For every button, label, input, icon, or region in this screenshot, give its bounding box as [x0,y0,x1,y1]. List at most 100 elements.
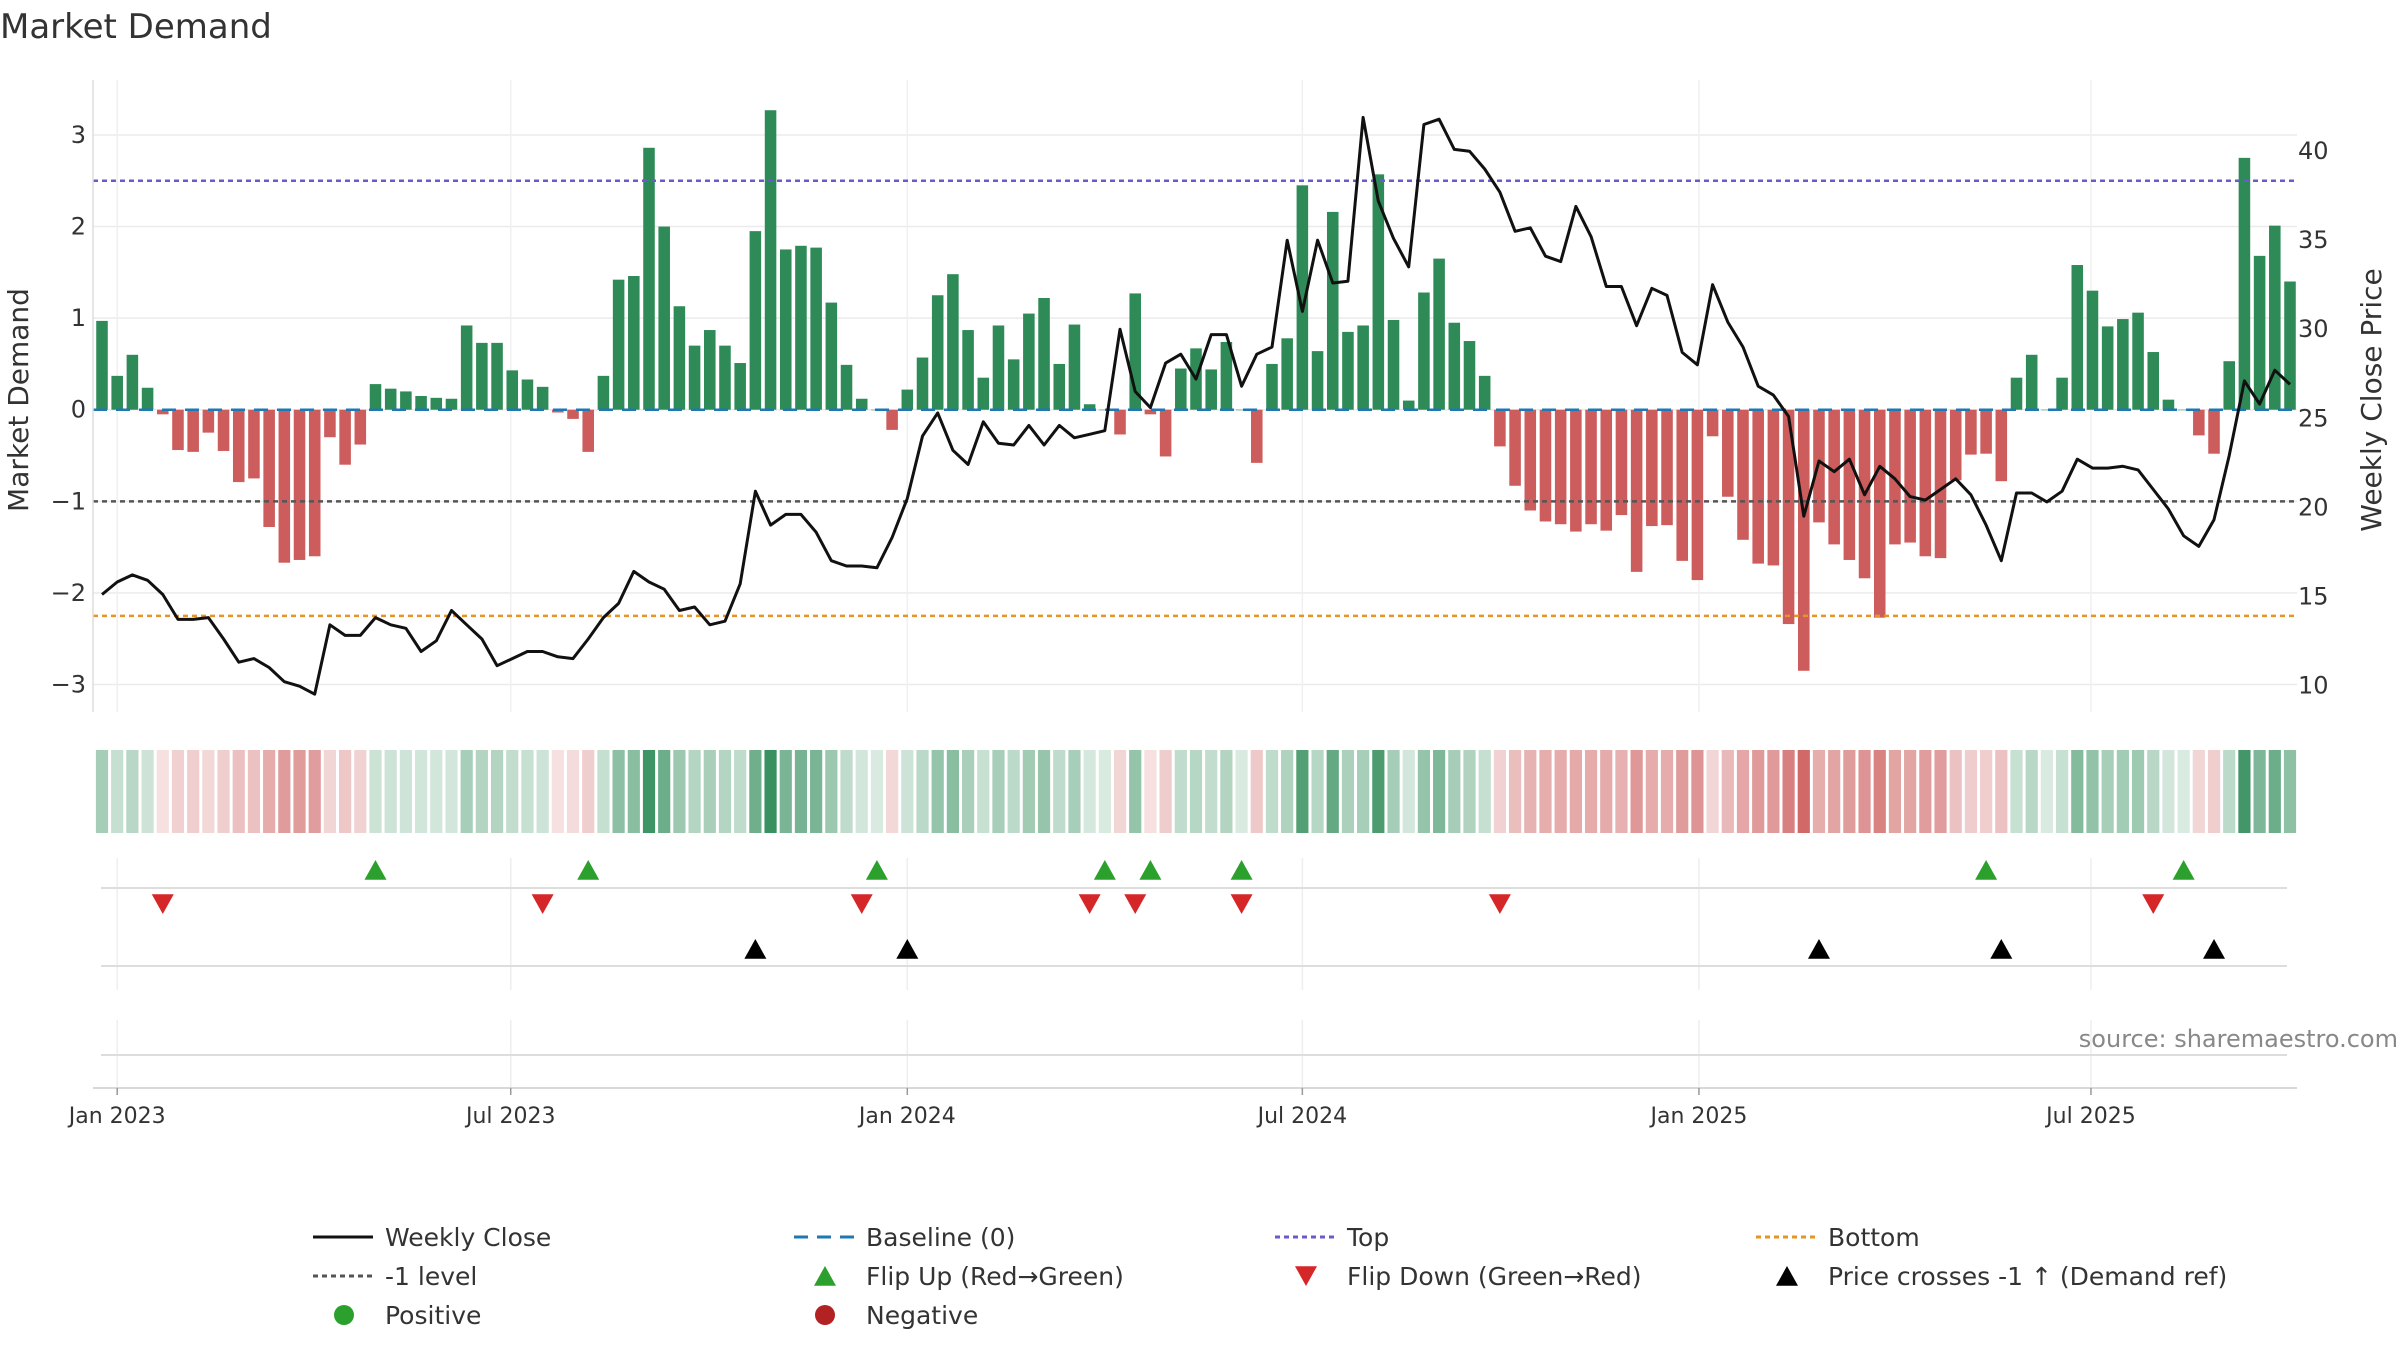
demand-bar [2193,409,2205,436]
heat-cell [840,750,853,833]
flip-up-marker [1230,860,1253,880]
demand-bar [2132,312,2144,410]
heat-cell [1037,750,1051,833]
x-tick-label: Jan 2025 [1648,1104,1747,1129]
heat-cell [1615,750,1628,833]
heat-cell [369,750,382,833]
heat-cell [1250,750,1263,833]
heat-cell [1053,750,1066,833]
demand-bar [1661,409,1673,526]
demand-bar [1904,409,1916,543]
demand-bar [263,409,275,527]
legend-swatch-negative [815,1305,835,1325]
demand-bar [415,396,427,410]
demand-bar [1509,409,1521,486]
heat-cell [202,750,215,833]
heat-cell [992,750,1005,833]
demand-bar [324,409,336,438]
heat-cell [749,750,762,833]
heat-cell [1098,750,1111,833]
heat-cell [187,750,200,833]
heat-cell [825,750,838,833]
demand-bar [795,245,807,410]
price-line [101,115,2292,696]
demand-bar [141,387,154,410]
heat-cell [536,750,549,833]
heat-cell [1584,750,1598,833]
heat-cell [1281,750,1294,833]
demand-bar [2041,409,2053,411]
demand-bar [840,364,853,410]
flip-down-marker [850,894,873,914]
demand-bar [2056,377,2068,410]
demand-bar [1433,258,1445,410]
y-tick-left: −1 [51,487,86,515]
heat-cell [1326,750,1339,833]
demand-bar [1478,375,1491,410]
heat-cell [1828,750,1841,833]
legend: Weekly Close Baseline (0) Top Bottom -1 leve… [313,1223,2227,1330]
legend-label: Baseline (0) [866,1223,1015,1252]
heat-cell [1645,750,1658,833]
demand-bar [992,325,1005,410]
demand-bar [202,409,215,433]
x-tick-label: Jul 2023 [464,1104,556,1129]
y-axis-left-label: Market Demand [2,288,35,512]
heat-cell [263,750,276,833]
y-tick-right: 40 [2298,137,2329,165]
demand-bar [597,375,610,410]
heat-cell [1600,750,1613,833]
heat-cell [1934,750,1947,833]
heat-cell [490,750,504,833]
heat-cell [1159,750,1172,833]
flip-down-marker [2142,894,2165,914]
source-label: source: sharemaestro.com [2079,1025,2398,1053]
demand-bar [1585,409,1597,525]
demand-bar [1372,174,1385,410]
demand-bar [232,409,245,483]
demand-bar [1235,409,1248,411]
demand-bar [384,388,397,410]
demand-bar [1843,409,1856,560]
heat-cell [1129,750,1142,833]
heat-cell [658,750,671,833]
demand-bar [886,409,898,430]
heat-cell [1387,750,1400,833]
heat-cell [1964,750,1978,833]
demand-bar [1296,185,1309,410]
heat-cell [354,750,367,833]
demand-bar [369,384,382,410]
heat-cell [430,750,443,833]
demand-bar [1205,369,1217,410]
demand-heat-strip [95,750,2297,833]
demand-bar [521,379,534,410]
demand-bar [1965,409,1977,455]
flip-down-marker [151,894,174,914]
heat-cell [414,750,428,833]
heat-cell [810,750,823,833]
demand-bar [947,274,959,410]
y-tick-right: 20 [2298,493,2329,521]
legend-label: Price crosses -1 ↑ (Demand ref) [1828,1262,2227,1291]
demand-bar [2071,265,2084,410]
heat-cell [293,750,306,833]
heat-cell [1478,750,1491,833]
demand-bar [2208,409,2220,454]
demand-bar [1676,409,1688,561]
heat-cell [642,750,656,833]
demand-bar [1311,351,1324,410]
heat-cell [1083,750,1096,833]
heat-cell [2040,750,2053,833]
demand-bar [1980,409,1992,454]
demand-bar [1646,409,1658,527]
price-line-group [101,115,2292,696]
demand-bar [2284,281,2296,410]
flip-up-marker [865,860,888,880]
heat-cell [582,750,595,833]
heat-cell [460,750,473,833]
legend-label: Weekly Close [385,1223,551,1252]
heat-cell [126,750,139,833]
heat-cell [1949,750,1962,833]
heat-cell [1235,750,1248,833]
